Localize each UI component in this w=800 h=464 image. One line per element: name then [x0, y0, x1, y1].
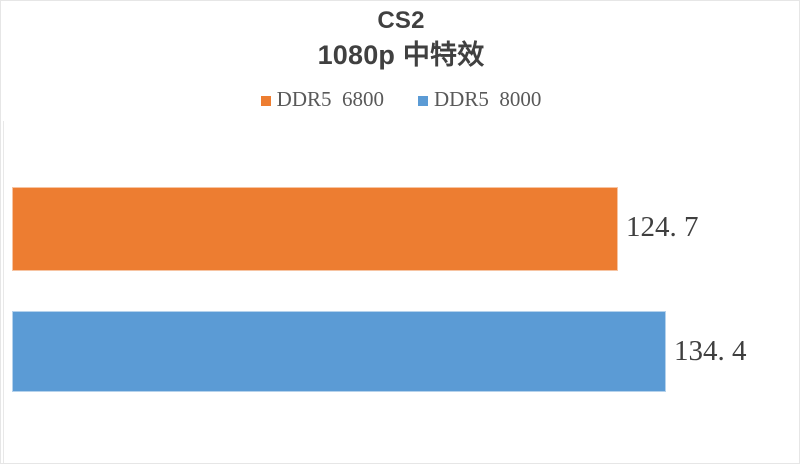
chart-legend: DDR5 6800 DDR5 8000 — [1, 87, 799, 111]
legend-entry-label: DDR5 8000 — [434, 87, 542, 111]
legend-entry-label: DDR5 6800 — [276, 87, 384, 111]
chart-title-block: CS2 1080p 中特效 — [1, 7, 799, 71]
bar-row: 134. 4 — [1, 311, 799, 392]
bar-value-label: 124. 7 — [626, 211, 699, 243]
legend-entry-ddr5-8000[interactable]: DDR5 8000 — [418, 89, 541, 110]
legend-entry-ddr5-6800[interactable]: DDR5 6800 — [260, 87, 384, 111]
bar-ddr5-6800[interactable] — [12, 187, 618, 271]
legend-square-icon — [418, 95, 428, 106]
bar-row: 124. 7 — [1, 187, 799, 271]
bar-value-label: 134. 4 — [674, 335, 747, 367]
bar-ddr5-8000[interactable] — [12, 311, 666, 392]
chart-title: CS2 — [377, 7, 425, 34]
chart-subtitle: 1080p 中特效 — [317, 40, 485, 70]
category-axis-line — [3, 121, 4, 463]
plot-area: 124. 7 134. 4 — [1, 121, 799, 463]
legend-square-icon — [260, 95, 271, 106]
